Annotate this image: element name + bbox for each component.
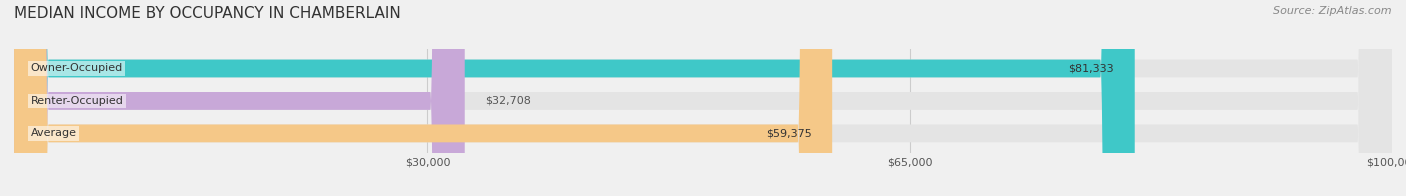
FancyBboxPatch shape: [14, 0, 465, 196]
FancyBboxPatch shape: [14, 0, 1135, 196]
FancyBboxPatch shape: [14, 0, 1392, 196]
FancyBboxPatch shape: [14, 0, 832, 196]
Text: Renter-Occupied: Renter-Occupied: [31, 96, 124, 106]
FancyBboxPatch shape: [14, 0, 1392, 196]
Text: Average: Average: [31, 128, 76, 138]
Text: MEDIAN INCOME BY OCCUPANCY IN CHAMBERLAIN: MEDIAN INCOME BY OCCUPANCY IN CHAMBERLAI…: [14, 6, 401, 21]
Text: $81,333: $81,333: [1069, 64, 1114, 74]
FancyBboxPatch shape: [14, 0, 1392, 196]
Text: Source: ZipAtlas.com: Source: ZipAtlas.com: [1274, 6, 1392, 16]
Text: $59,375: $59,375: [766, 128, 811, 138]
Text: $32,708: $32,708: [485, 96, 531, 106]
Text: Owner-Occupied: Owner-Occupied: [31, 64, 122, 74]
